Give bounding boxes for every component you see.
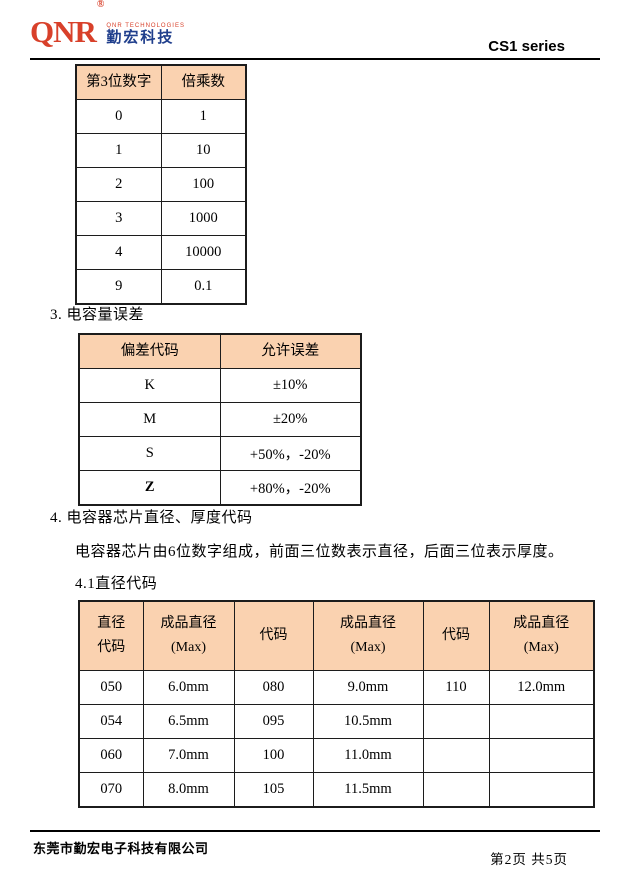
table-cell: 10.5mm bbox=[312, 704, 424, 739]
footer-rule bbox=[30, 830, 600, 832]
table-row: 2 100 bbox=[75, 167, 247, 202]
table-cell: +50%，-20% bbox=[219, 436, 362, 471]
table-row: 3 1000 bbox=[75, 201, 247, 236]
table-row: 1 10 bbox=[75, 133, 247, 168]
table-cell: 1 bbox=[160, 99, 247, 134]
table-cell: 054 bbox=[78, 704, 144, 739]
table-row: S +50%，-20% bbox=[78, 436, 362, 471]
table-cell: 6.0mm bbox=[142, 670, 235, 705]
table-cell: S bbox=[78, 436, 221, 471]
table-row: 060 7.0mm 100 11.0mm bbox=[78, 738, 595, 773]
header-rule bbox=[30, 58, 600, 60]
diameter-code-table: 直径 代码 成品直径 (Max) 代码 成品直径 (Max) 代码 成品直径 (Max) 0… bbox=[78, 600, 595, 808]
table-cell: 050 bbox=[78, 670, 144, 705]
table-cell bbox=[488, 704, 595, 739]
table-row: 054 6.5mm 095 10.5mm bbox=[78, 704, 595, 739]
table-cell: 10000 bbox=[160, 235, 247, 270]
table-cell: +80%，-20% bbox=[219, 470, 362, 506]
table-row: M ±20% bbox=[78, 402, 362, 437]
table-row: 070 8.0mm 105 11.5mm bbox=[78, 772, 595, 808]
table-cell: ±10% bbox=[219, 368, 362, 403]
footer-company-name: 东莞市勤宏电子科技有限公司 bbox=[33, 841, 209, 856]
table-cell: K bbox=[78, 368, 221, 403]
column-header: 第3位数字 bbox=[75, 64, 162, 100]
table-row: Z +80%，-20% bbox=[78, 470, 362, 506]
table-cell: 070 bbox=[78, 772, 144, 808]
column-header: 成品直径 (Max) bbox=[312, 600, 424, 671]
table-cell: 100 bbox=[160, 167, 247, 202]
table-cell: 110 bbox=[422, 670, 490, 705]
tolerance-table: 偏差代码 允许误差 K ±10% M ±20% S +50%，-20% Z +80%，-20% bbox=[78, 333, 362, 506]
page-number: 第2页 共5页 bbox=[490, 852, 568, 867]
table-cell: Z bbox=[78, 470, 221, 506]
column-header: 代码 bbox=[422, 600, 490, 671]
table-cell: 6.5mm bbox=[142, 704, 235, 739]
table-cell: 8.0mm bbox=[142, 772, 235, 808]
table-cell: 080 bbox=[233, 670, 314, 705]
section-4-1-heading: 4.1直径代码 bbox=[75, 576, 158, 592]
table-row: 4 10000 bbox=[75, 235, 247, 270]
company-logo: QNR® QNR TECHNOLOGIES 勤宏科技 bbox=[30, 0, 185, 49]
table-cell: 095 bbox=[233, 704, 314, 739]
table-cell: M bbox=[78, 402, 221, 437]
section-4-heading: 4. 电容器芯片直径、厚度代码 bbox=[50, 510, 253, 526]
column-header: 成品直径 (Max) bbox=[488, 600, 595, 671]
section-3-heading: 3. 电容量误差 bbox=[50, 307, 145, 323]
section-4-paragraph: 电容器芯片由6位数字组成，前面三位数表示直径，后面三位表示厚度。 bbox=[75, 544, 564, 560]
column-header: 直径 代码 bbox=[78, 600, 144, 671]
table-cell: 9.0mm bbox=[312, 670, 424, 705]
column-header: 代码 bbox=[233, 600, 314, 671]
header-row: 第3位数字 倍乘数 bbox=[75, 64, 247, 100]
multiplier-table: 第3位数字 倍乘数 0 1 1 10 2 100 3 1000 4 10000 9 0.1 bbox=[75, 64, 247, 305]
column-header: 允许误差 bbox=[219, 333, 362, 369]
table-cell: 12.0mm bbox=[488, 670, 595, 705]
registered-trademark-icon: ® bbox=[96, 0, 105, 10]
column-header: 偏差代码 bbox=[78, 333, 221, 369]
table-cell bbox=[488, 738, 595, 773]
table-row: K ±10% bbox=[78, 368, 362, 403]
table-cell: 060 bbox=[78, 738, 144, 773]
column-header: 倍乘数 bbox=[160, 64, 247, 100]
table-row: 050 6.0mm 080 9.0mm 110 12.0mm bbox=[78, 670, 595, 705]
table-cell: 2 bbox=[75, 167, 162, 202]
table-cell: 0 bbox=[75, 99, 162, 134]
table-cell: 100 bbox=[233, 738, 314, 773]
table-cell: 0.1 bbox=[160, 269, 247, 305]
table-cell: 105 bbox=[233, 772, 314, 808]
table-cell: 7.0mm bbox=[142, 738, 235, 773]
table-cell: ±20% bbox=[219, 402, 362, 437]
header-row: 偏差代码 允许误差 bbox=[78, 333, 362, 369]
series-title: CS1 series bbox=[488, 38, 565, 55]
header-row: 直径 代码 成品直径 (Max) 代码 成品直径 (Max) 代码 成品直径 (Max) bbox=[78, 600, 595, 671]
table-cell: 11.5mm bbox=[312, 772, 424, 808]
table-cell bbox=[488, 772, 595, 808]
table-cell: 9 bbox=[75, 269, 162, 305]
logo-chinese-name: 勤宏科技 bbox=[106, 28, 175, 46]
table-cell: 3 bbox=[75, 201, 162, 236]
column-header: 成品直径 (Max) bbox=[142, 600, 235, 671]
table-cell bbox=[422, 704, 490, 739]
table-cell: 10 bbox=[160, 133, 247, 168]
table-row: 9 0.1 bbox=[75, 269, 247, 305]
table-cell: 1 bbox=[75, 133, 162, 168]
table-cell: 11.0mm bbox=[312, 738, 424, 773]
logo-brand-text: QNR® bbox=[30, 0, 104, 49]
logo-tagline: QNR TECHNOLOGIES bbox=[106, 22, 185, 29]
table-cell bbox=[422, 772, 490, 808]
table-cell: 1000 bbox=[160, 201, 247, 236]
table-cell: 4 bbox=[75, 235, 162, 270]
table-cell bbox=[422, 738, 490, 773]
